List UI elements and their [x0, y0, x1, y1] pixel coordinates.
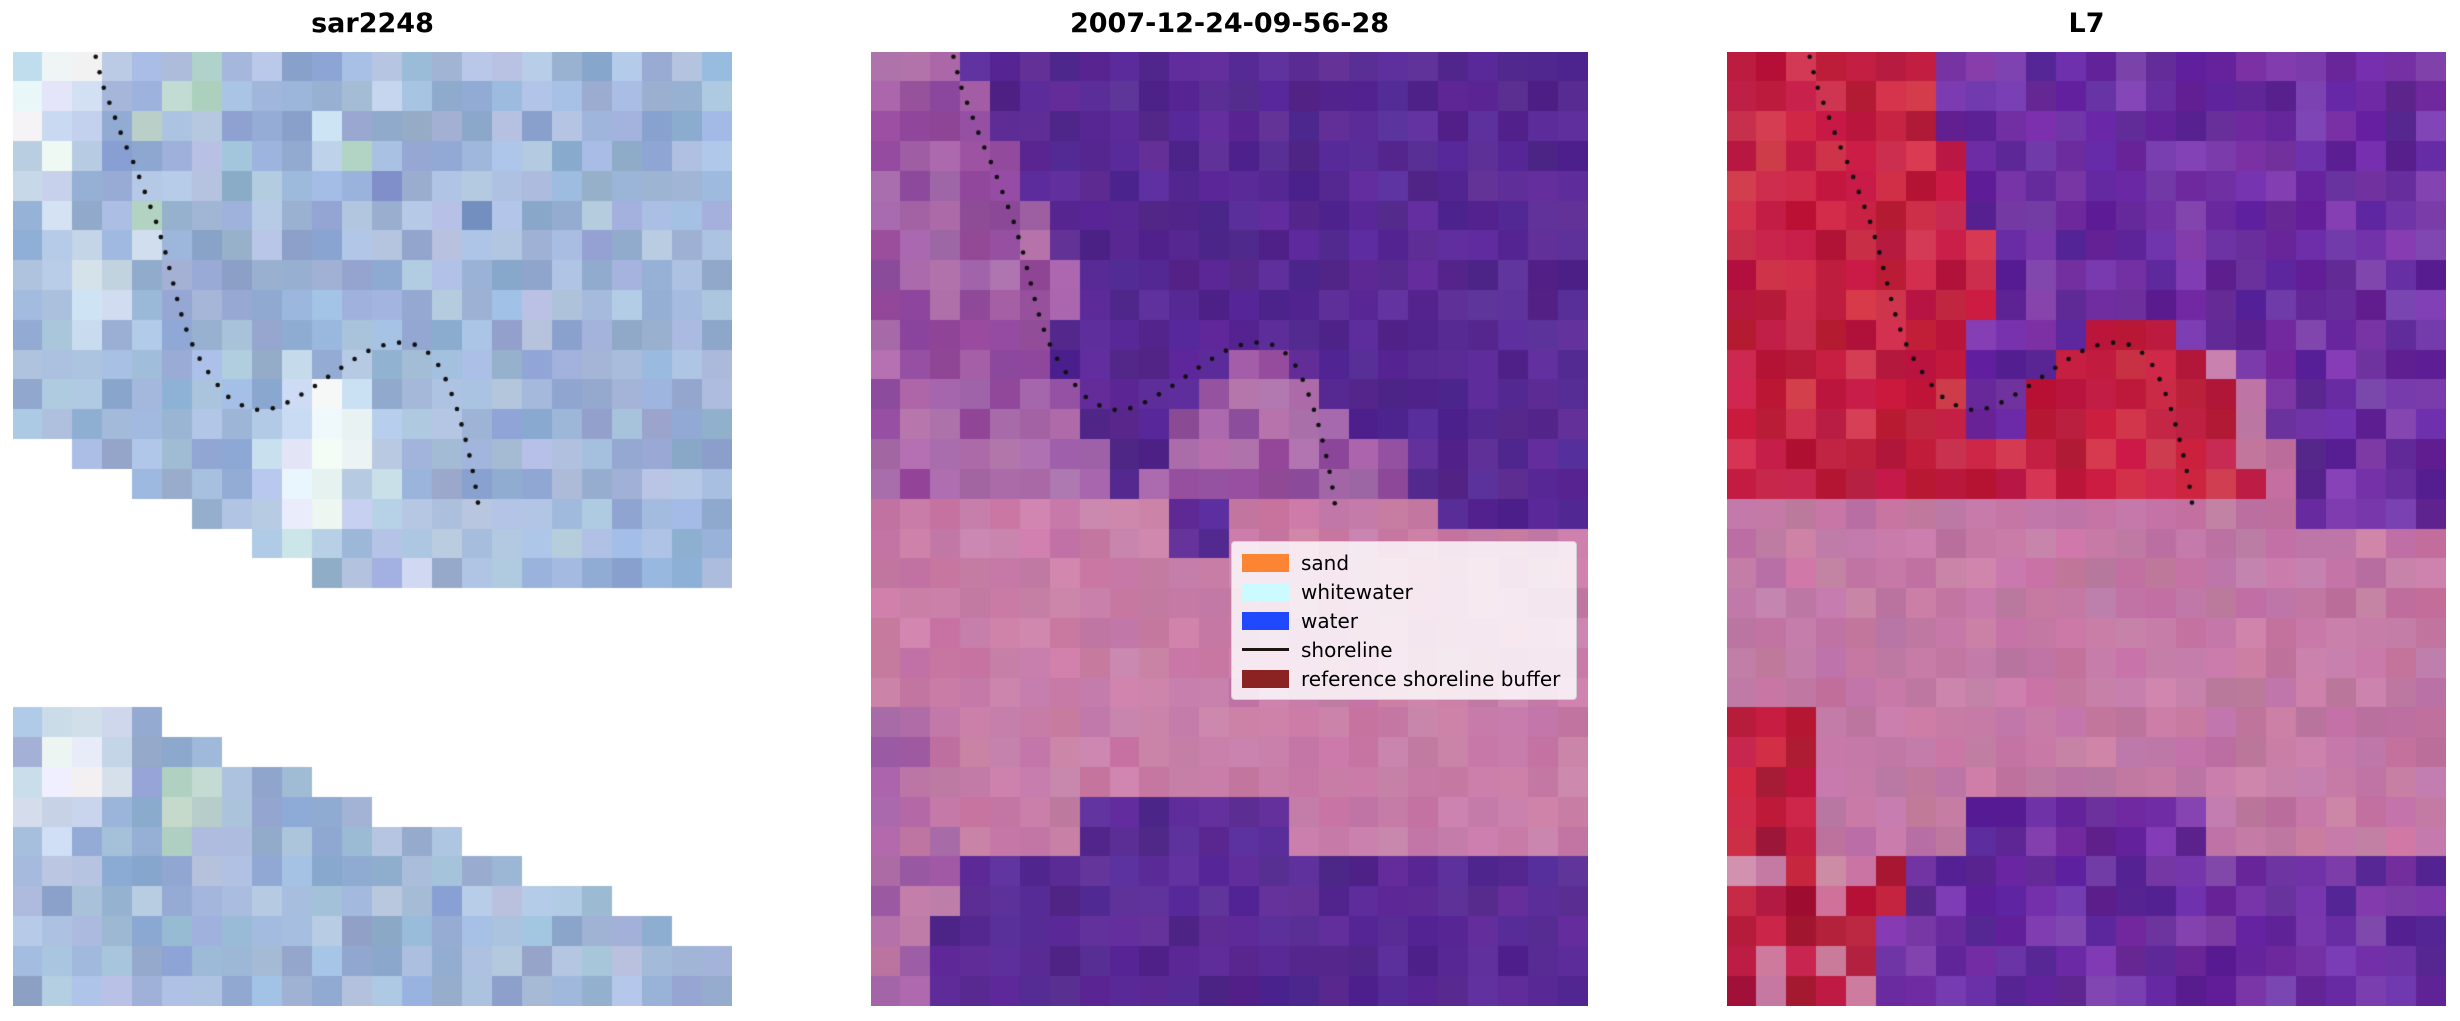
sand-swatch	[1242, 553, 1289, 572]
panel-l7: L7	[1727, 8, 2446, 1006]
legend-label-whitewater: whitewater	[1301, 579, 1413, 604]
legend-item-water: water	[1242, 608, 1566, 633]
whitewater-swatch	[1242, 582, 1289, 601]
legend-label-reference-buffer: reference shoreline buffer	[1301, 666, 1561, 691]
legend-item-reference-buffer: reference shoreline buffer	[1242, 666, 1566, 691]
legend-item-sand: sand	[1242, 550, 1566, 575]
legend-label-shoreline: shoreline	[1301, 637, 1393, 662]
legend-label-water: water	[1301, 608, 1358, 633]
shoreline-line-swatch	[1242, 648, 1289, 651]
panel-title-classified: 2007-12-24-09-56-28	[1069, 8, 1390, 39]
legend-item-whitewater: whitewater	[1242, 579, 1566, 604]
water-swatch	[1242, 611, 1289, 630]
classified-image	[871, 52, 1588, 1006]
legend-item-shoreline: shoreline	[1242, 637, 1566, 662]
panel-title-l7: L7	[2068, 8, 2105, 39]
legend: sand whitewater water shoreline referenc…	[1231, 541, 1577, 700]
panel-sar2248: sar2248	[13, 8, 732, 1006]
legend-label-sand: sand	[1301, 550, 1350, 575]
sar-image	[13, 52, 732, 1006]
panel-title-sar2248: sar2248	[311, 8, 434, 39]
panel-classified: 2007-12-24-09-56-28 sand whitewater wate…	[871, 8, 1588, 1006]
reference-buffer-swatch	[1242, 669, 1289, 688]
l7-image	[1727, 52, 2446, 1006]
